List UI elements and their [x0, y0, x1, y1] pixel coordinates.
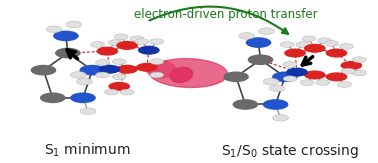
Circle shape — [304, 70, 326, 79]
Text: electron-driven proton transfer: electron-driven proton transfer — [134, 8, 318, 21]
Circle shape — [263, 78, 279, 85]
Circle shape — [302, 36, 316, 42]
Circle shape — [138, 46, 160, 55]
Circle shape — [352, 70, 366, 76]
Circle shape — [339, 44, 353, 49]
Circle shape — [341, 68, 355, 74]
Circle shape — [341, 61, 362, 70]
Circle shape — [239, 33, 254, 39]
Circle shape — [280, 42, 294, 47]
Circle shape — [272, 72, 298, 82]
Circle shape — [283, 62, 297, 67]
Circle shape — [96, 60, 109, 65]
Circle shape — [76, 78, 92, 85]
Circle shape — [150, 72, 164, 78]
Circle shape — [326, 72, 347, 81]
Text: S$_1$ minimum: S$_1$ minimum — [44, 142, 131, 159]
Circle shape — [246, 37, 271, 48]
Circle shape — [120, 89, 134, 95]
Circle shape — [304, 44, 326, 53]
Circle shape — [259, 28, 274, 34]
Text: S$_1$/S$_0$ state crossing: S$_1$/S$_0$ state crossing — [221, 142, 359, 160]
Circle shape — [55, 48, 81, 58]
Circle shape — [114, 34, 128, 40]
Circle shape — [104, 89, 118, 95]
Circle shape — [108, 82, 130, 91]
Ellipse shape — [170, 67, 193, 82]
Circle shape — [248, 54, 273, 65]
Circle shape — [112, 74, 126, 80]
Circle shape — [46, 26, 62, 33]
Circle shape — [316, 80, 330, 85]
Circle shape — [326, 49, 347, 58]
Circle shape — [91, 42, 104, 47]
Circle shape — [283, 76, 297, 82]
FancyArrowPatch shape — [149, 7, 288, 34]
Circle shape — [116, 65, 138, 74]
Circle shape — [352, 57, 366, 63]
Circle shape — [338, 82, 352, 87]
Circle shape — [70, 92, 96, 103]
Circle shape — [116, 41, 138, 50]
Circle shape — [286, 68, 308, 77]
Circle shape — [96, 72, 109, 78]
Circle shape — [31, 65, 56, 75]
Circle shape — [223, 72, 249, 82]
Circle shape — [296, 42, 310, 47]
Circle shape — [53, 31, 79, 41]
Circle shape — [150, 39, 164, 44]
Circle shape — [99, 65, 120, 74]
Ellipse shape — [146, 61, 176, 78]
Circle shape — [263, 99, 288, 110]
Circle shape — [232, 99, 258, 110]
Ellipse shape — [149, 59, 228, 88]
Circle shape — [135, 39, 149, 44]
Circle shape — [40, 92, 66, 103]
Circle shape — [325, 41, 339, 46]
Circle shape — [96, 47, 118, 56]
Circle shape — [79, 65, 105, 75]
Circle shape — [269, 85, 285, 91]
Circle shape — [318, 38, 332, 44]
Circle shape — [136, 63, 158, 72]
Circle shape — [80, 108, 96, 114]
Circle shape — [300, 80, 314, 85]
Circle shape — [150, 59, 164, 65]
Circle shape — [273, 115, 288, 121]
Circle shape — [71, 72, 86, 78]
Circle shape — [66, 21, 82, 28]
Circle shape — [108, 40, 122, 45]
Circle shape — [284, 49, 306, 58]
Circle shape — [130, 36, 144, 42]
Circle shape — [112, 59, 126, 65]
